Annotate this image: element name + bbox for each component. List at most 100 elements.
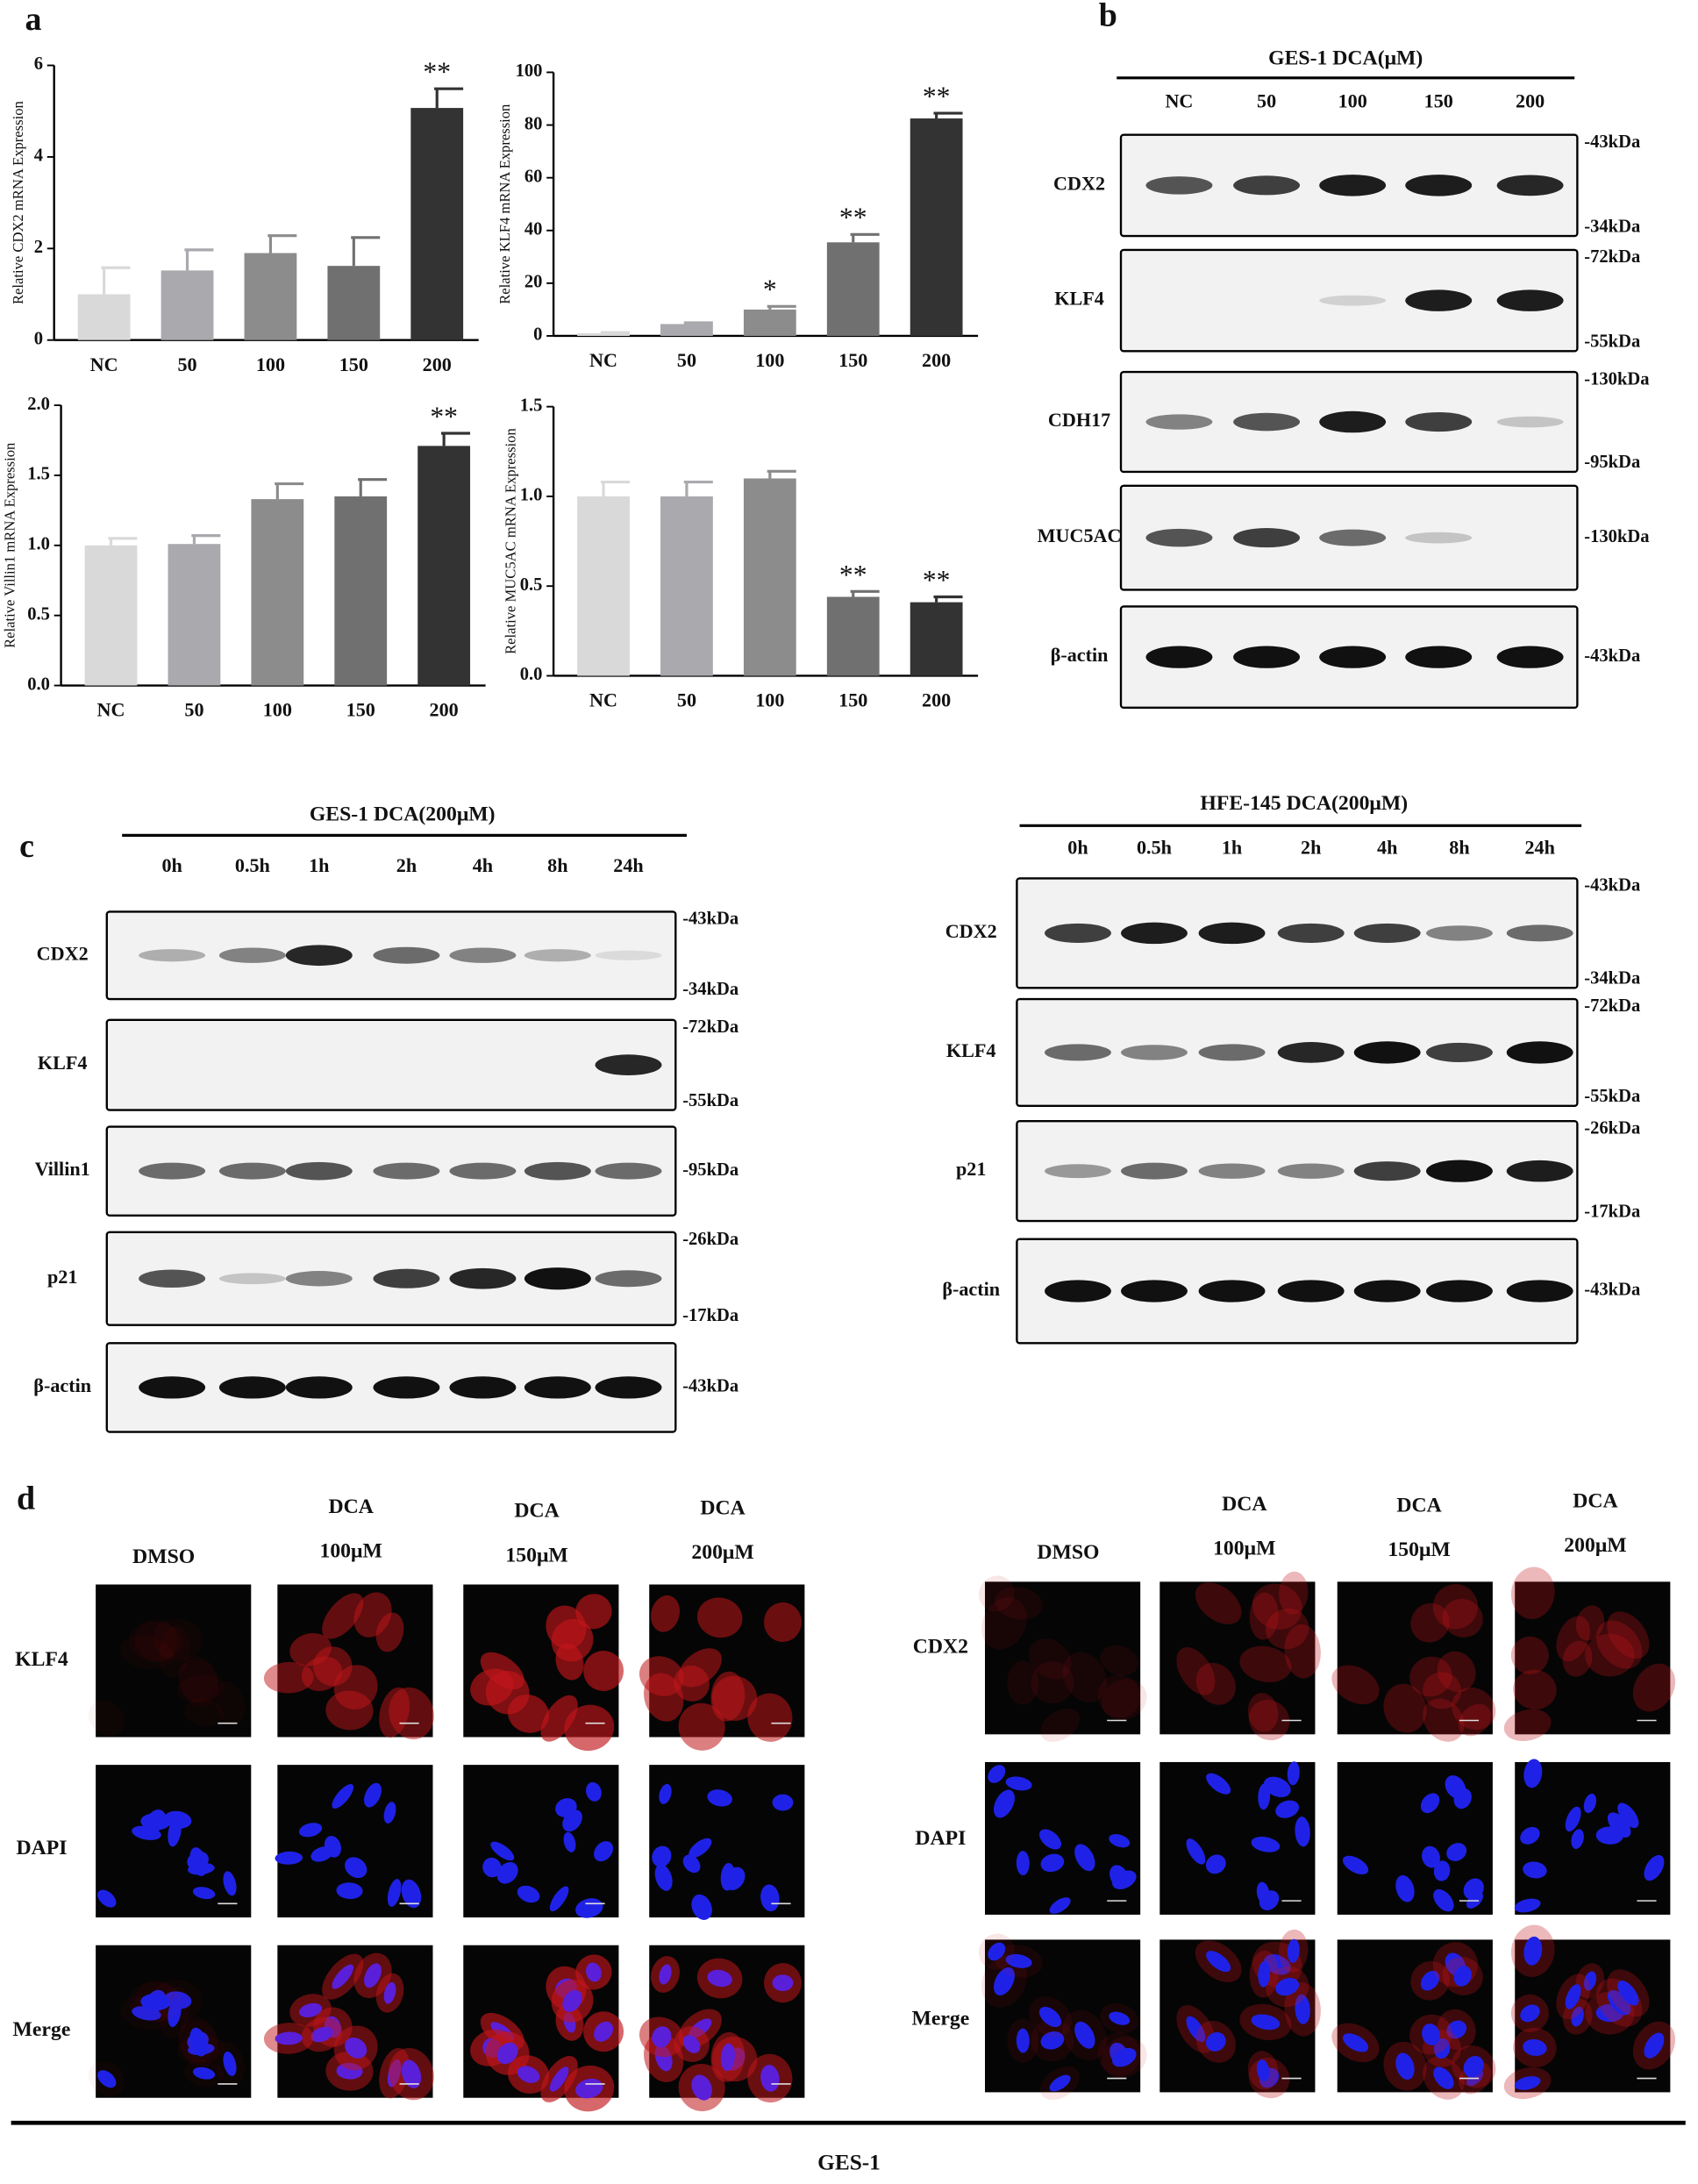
cytoplasm-stain <box>1423 1698 1465 1742</box>
cytoplasm-stain <box>1513 1669 1557 1709</box>
nucleus <box>1205 1854 1226 1874</box>
size-marker: -43kDa <box>682 1377 738 1396</box>
nucleus <box>192 1887 216 1900</box>
cytoplasm-stain <box>1031 1661 1074 1704</box>
blot-band <box>1506 1280 1573 1303</box>
nucleus <box>275 2031 303 2045</box>
significance: ** <box>430 401 458 432</box>
cytoplasm-stain <box>710 1671 746 1722</box>
micrograph <box>649 1765 805 1918</box>
blot-band <box>1233 528 1301 548</box>
nucleus <box>1433 1860 1451 1881</box>
y-tick-label: 1.0 <box>27 535 50 554</box>
x-tick-label: 150 <box>838 349 867 371</box>
lane-label: 24h <box>1524 836 1554 858</box>
nucleus <box>652 2026 672 2048</box>
blot-band <box>285 945 353 967</box>
blot-row-label: MUC5AC <box>1038 525 1122 546</box>
nucleus <box>1420 1970 1440 1991</box>
column-header: DCA <box>328 1495 373 1518</box>
nucleus <box>594 2021 614 2042</box>
cytoplasm-stain <box>978 1575 1015 1612</box>
cytoplasm-stain <box>1062 1652 1107 1702</box>
nucleus <box>1287 1761 1300 1786</box>
nucleus <box>562 1989 582 2012</box>
column-header: 100μM <box>319 1540 382 1563</box>
blot-band <box>218 947 286 963</box>
nucleus <box>1583 1794 1597 1814</box>
y-tick-label: 0 <box>533 325 542 345</box>
blot-band <box>1506 924 1573 942</box>
blot-band <box>1145 646 1213 668</box>
nucleus <box>97 2070 117 2088</box>
nucleus <box>682 2035 701 2053</box>
lane-label: 4h <box>473 854 493 876</box>
micrograph <box>1515 1581 1671 1735</box>
nucleus <box>140 1994 171 2011</box>
size-marker: -26kDa <box>682 1230 738 1249</box>
x-tick-label: 100 <box>755 689 784 711</box>
cytoplasm-stain <box>1503 1709 1552 1742</box>
column-header: DCA <box>514 1500 559 1523</box>
nucleus <box>1520 2004 1540 2023</box>
nucleus <box>1295 1816 1310 1847</box>
nucleus <box>1263 1776 1291 1798</box>
nucleus <box>1275 1800 1300 1818</box>
cytoplasm-stain <box>564 1704 615 1752</box>
blot-band <box>524 1376 591 1399</box>
blot-band <box>1319 295 1387 306</box>
bar <box>743 478 796 676</box>
nucleus <box>1263 1954 1291 1975</box>
cytoplasm-stain <box>1195 1582 1242 1624</box>
nucleus <box>988 1942 1006 1961</box>
significance: ** <box>839 203 867 233</box>
blot-row-label: β-actin <box>33 1374 91 1396</box>
blot-band <box>1045 1280 1111 1303</box>
nucleus <box>1463 1878 1484 1900</box>
nucleus <box>189 1847 208 1876</box>
x-tick-label: NC <box>90 353 118 375</box>
nucleus <box>1206 1773 1231 1795</box>
size-marker: -95kDa <box>682 1160 738 1180</box>
cytoplasm-stain <box>747 1693 793 1742</box>
lane-label: 150 <box>1424 89 1453 111</box>
bar <box>327 266 381 340</box>
nucleus <box>1422 2023 1440 2045</box>
y-axis-label: Relative CDX2 mRNA Expression <box>10 101 26 305</box>
blot-band <box>1145 176 1213 195</box>
column-header: DCA <box>1573 1490 1617 1513</box>
size-marker: -72kDa <box>682 1017 738 1037</box>
blot-band <box>139 1269 206 1288</box>
nucleus <box>594 1841 614 1862</box>
nucleus <box>1395 2052 1415 2080</box>
cytoplasm-stain <box>322 1593 364 1639</box>
blot-band <box>449 1162 517 1180</box>
nucleus <box>298 1823 323 1838</box>
nucleus <box>772 1794 794 1811</box>
nucleus <box>1206 1951 1231 1973</box>
blot-band <box>1121 922 1188 945</box>
x-tick-label: 200 <box>922 349 951 371</box>
cytoplasm-stain <box>1452 1687 1496 1731</box>
blot-band <box>139 1162 206 1180</box>
x-tick-label: NC <box>589 349 617 371</box>
x-tick-label: 200 <box>922 689 951 711</box>
x-tick-label: 100 <box>755 349 784 371</box>
cytoplasm-stain <box>1510 1636 1549 1674</box>
y-axis-label: Relative Villin1 mRNA Expression <box>1 442 18 648</box>
nucleus <box>1287 1938 1300 1963</box>
nucleus <box>586 1781 602 1802</box>
y-tick-label: 0.0 <box>520 665 543 684</box>
nucleus <box>1040 1853 1065 1873</box>
blot-band <box>1121 1045 1188 1060</box>
lane-label: 0.5h <box>1137 836 1172 858</box>
column-header: DCA <box>700 1497 745 1520</box>
nucleus <box>192 2066 216 2080</box>
blot-band <box>285 1161 353 1181</box>
row-label: Merge <box>911 2008 969 2031</box>
nucleus <box>691 2074 712 2101</box>
nucleus <box>1005 1953 1032 1968</box>
y-axis-label: Relative KLF4 mRNA Expression <box>496 103 513 304</box>
column-header: DCA <box>1222 1493 1266 1516</box>
blot-band <box>1496 416 1564 428</box>
